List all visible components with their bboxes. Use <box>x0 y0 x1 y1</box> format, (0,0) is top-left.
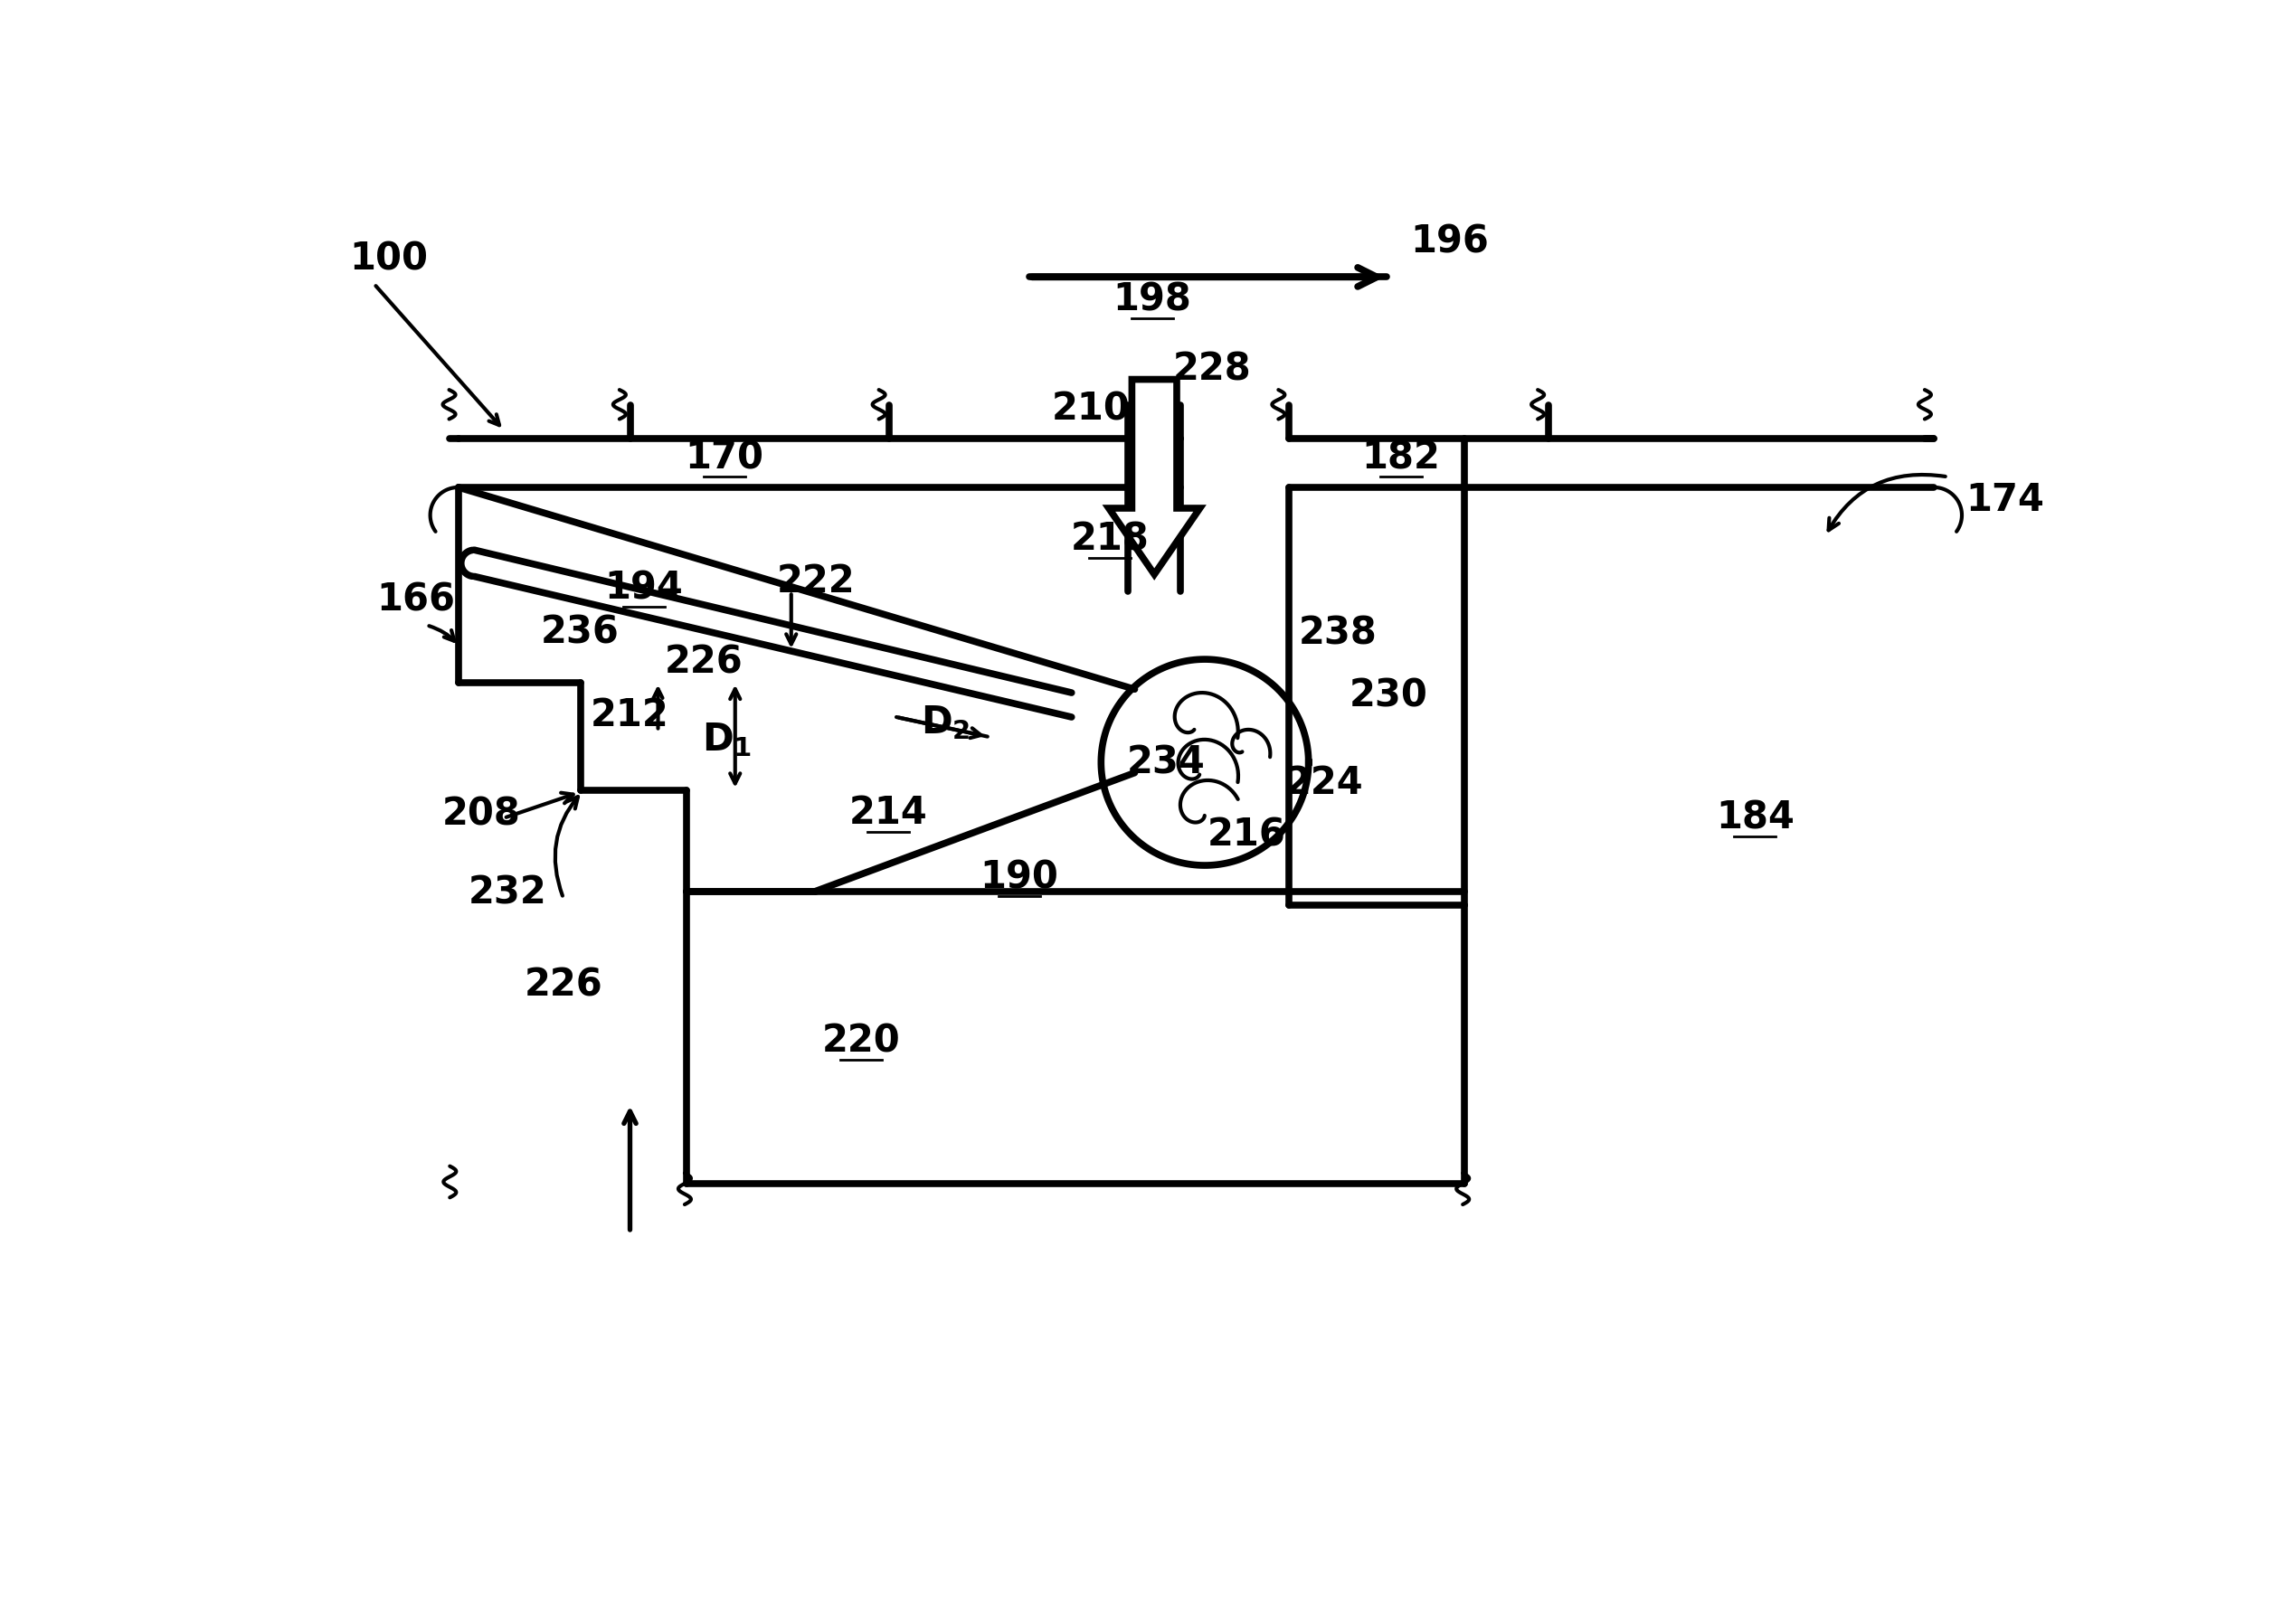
Text: 214: 214 <box>848 794 928 831</box>
Text: 234: 234 <box>1128 744 1206 781</box>
Text: 216: 216 <box>1208 817 1286 854</box>
Text: 212: 212 <box>591 697 669 734</box>
Text: 226: 226 <box>525 966 603 1004</box>
Text: 196: 196 <box>1412 222 1490 261</box>
Text: 226: 226 <box>665 643 743 682</box>
Text: D$_\mathregular{1}$: D$_\mathregular{1}$ <box>701 721 752 758</box>
Text: 170: 170 <box>685 438 763 477</box>
Text: 190: 190 <box>979 857 1059 896</box>
Text: 230: 230 <box>1350 677 1428 715</box>
Text: 236: 236 <box>541 614 619 651</box>
Text: 182: 182 <box>1361 438 1439 477</box>
Text: 166: 166 <box>376 581 454 619</box>
Text: 100: 100 <box>351 240 429 278</box>
Text: 208: 208 <box>442 796 520 833</box>
Text: 220: 220 <box>823 1021 901 1060</box>
Text: 174: 174 <box>1964 481 2044 518</box>
Text: 238: 238 <box>1300 614 1377 653</box>
Text: 198: 198 <box>1114 281 1192 318</box>
Text: 222: 222 <box>777 562 855 601</box>
Text: 184: 184 <box>1717 799 1795 836</box>
Text: 232: 232 <box>468 874 545 911</box>
Text: D$_\mathregular{2}$: D$_\mathregular{2}$ <box>921 703 970 742</box>
Text: 210: 210 <box>1052 390 1130 429</box>
Polygon shape <box>1109 380 1201 575</box>
Text: 218: 218 <box>1070 521 1151 559</box>
Text: 194: 194 <box>605 570 683 607</box>
Text: 224: 224 <box>1286 765 1364 802</box>
Text: 228: 228 <box>1174 349 1251 388</box>
